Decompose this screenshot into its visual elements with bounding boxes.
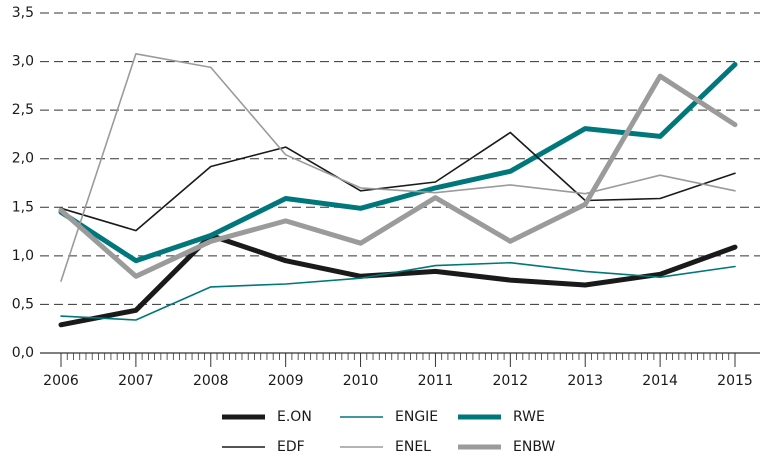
x-tick-label: 2009 [268, 373, 304, 389]
series-line [60, 131, 736, 232]
y-tick-label: 2,0 [12, 151, 34, 167]
legend-label: RWE [513, 409, 545, 425]
y-tick-label: 3,0 [12, 54, 34, 70]
legend-label: ENEL [395, 439, 431, 455]
legend-label: EDF [277, 439, 305, 455]
series-line [60, 53, 736, 282]
legend-label: ENBW [513, 439, 555, 455]
series-line [58, 73, 738, 279]
legend-label: ENGIE [395, 409, 438, 425]
x-tick-label: 2014 [642, 373, 678, 389]
x-tick-label: 2011 [418, 373, 454, 389]
series-line [60, 261, 736, 321]
y-tick-label: 0,5 [12, 296, 34, 312]
x-tick-label: 2012 [493, 373, 529, 389]
y-tick-label: 1,0 [12, 248, 34, 264]
y-tick-label: 0,0 [12, 345, 34, 361]
x-tick-label: 2010 [343, 373, 379, 389]
x-tick-label: 2006 [43, 373, 79, 389]
series-line [58, 62, 738, 264]
y-tick-label: 1,5 [12, 199, 34, 215]
x-tick-label: 2008 [193, 373, 229, 389]
x-tick-label: 2007 [118, 373, 154, 389]
x-tick-label: 2015 [717, 373, 753, 389]
x-tick-label: 2013 [567, 373, 603, 389]
y-tick-label: 3,5 [12, 5, 34, 21]
series-line [58, 233, 738, 328]
legend-label: E.ON [277, 409, 312, 425]
y-tick-label: 2,5 [12, 102, 34, 118]
